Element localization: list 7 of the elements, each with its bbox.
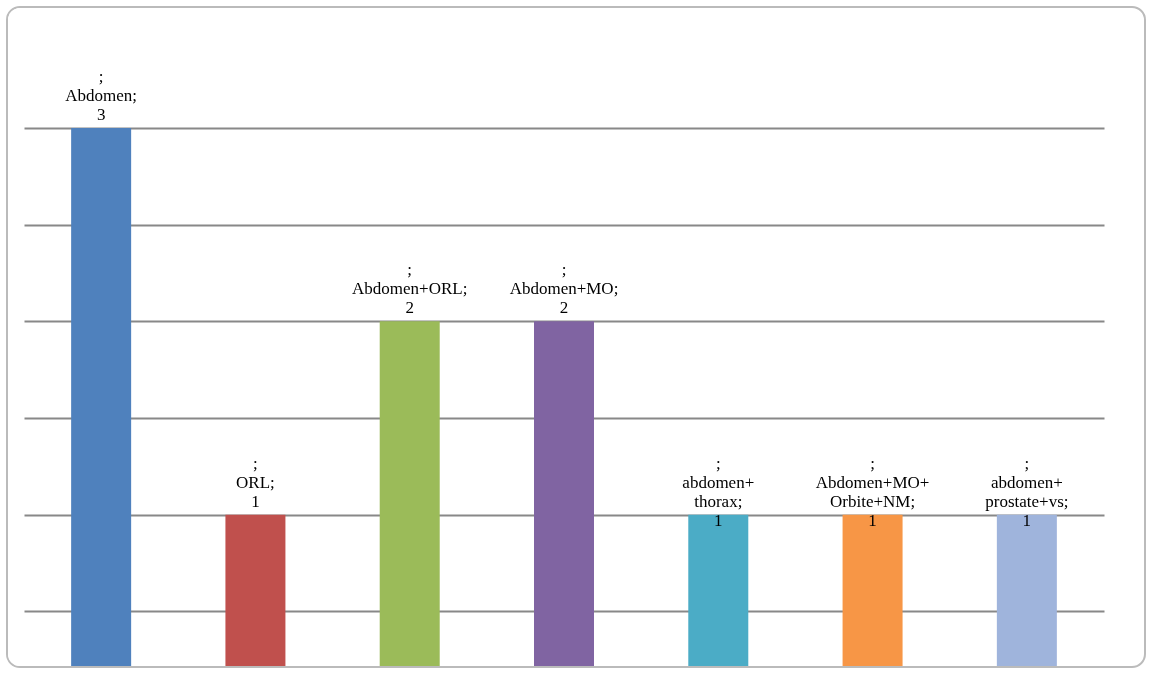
data-label: ; abdomen+prostate+vs; 1	[985, 453, 1069, 530]
data-label: ; Abdomen; 3	[65, 67, 138, 124]
data-label: ; Abdomen+MO+Orbite+NM; 1	[815, 453, 930, 530]
data-label: ; ORL; 1	[236, 453, 275, 511]
data-label: ; abdomen+thorax; 1	[682, 453, 755, 530]
data-label: ; Abdomen+ORL; 2	[352, 260, 468, 318]
data-label: ; Abdomen+MO; 2	[509, 260, 619, 318]
